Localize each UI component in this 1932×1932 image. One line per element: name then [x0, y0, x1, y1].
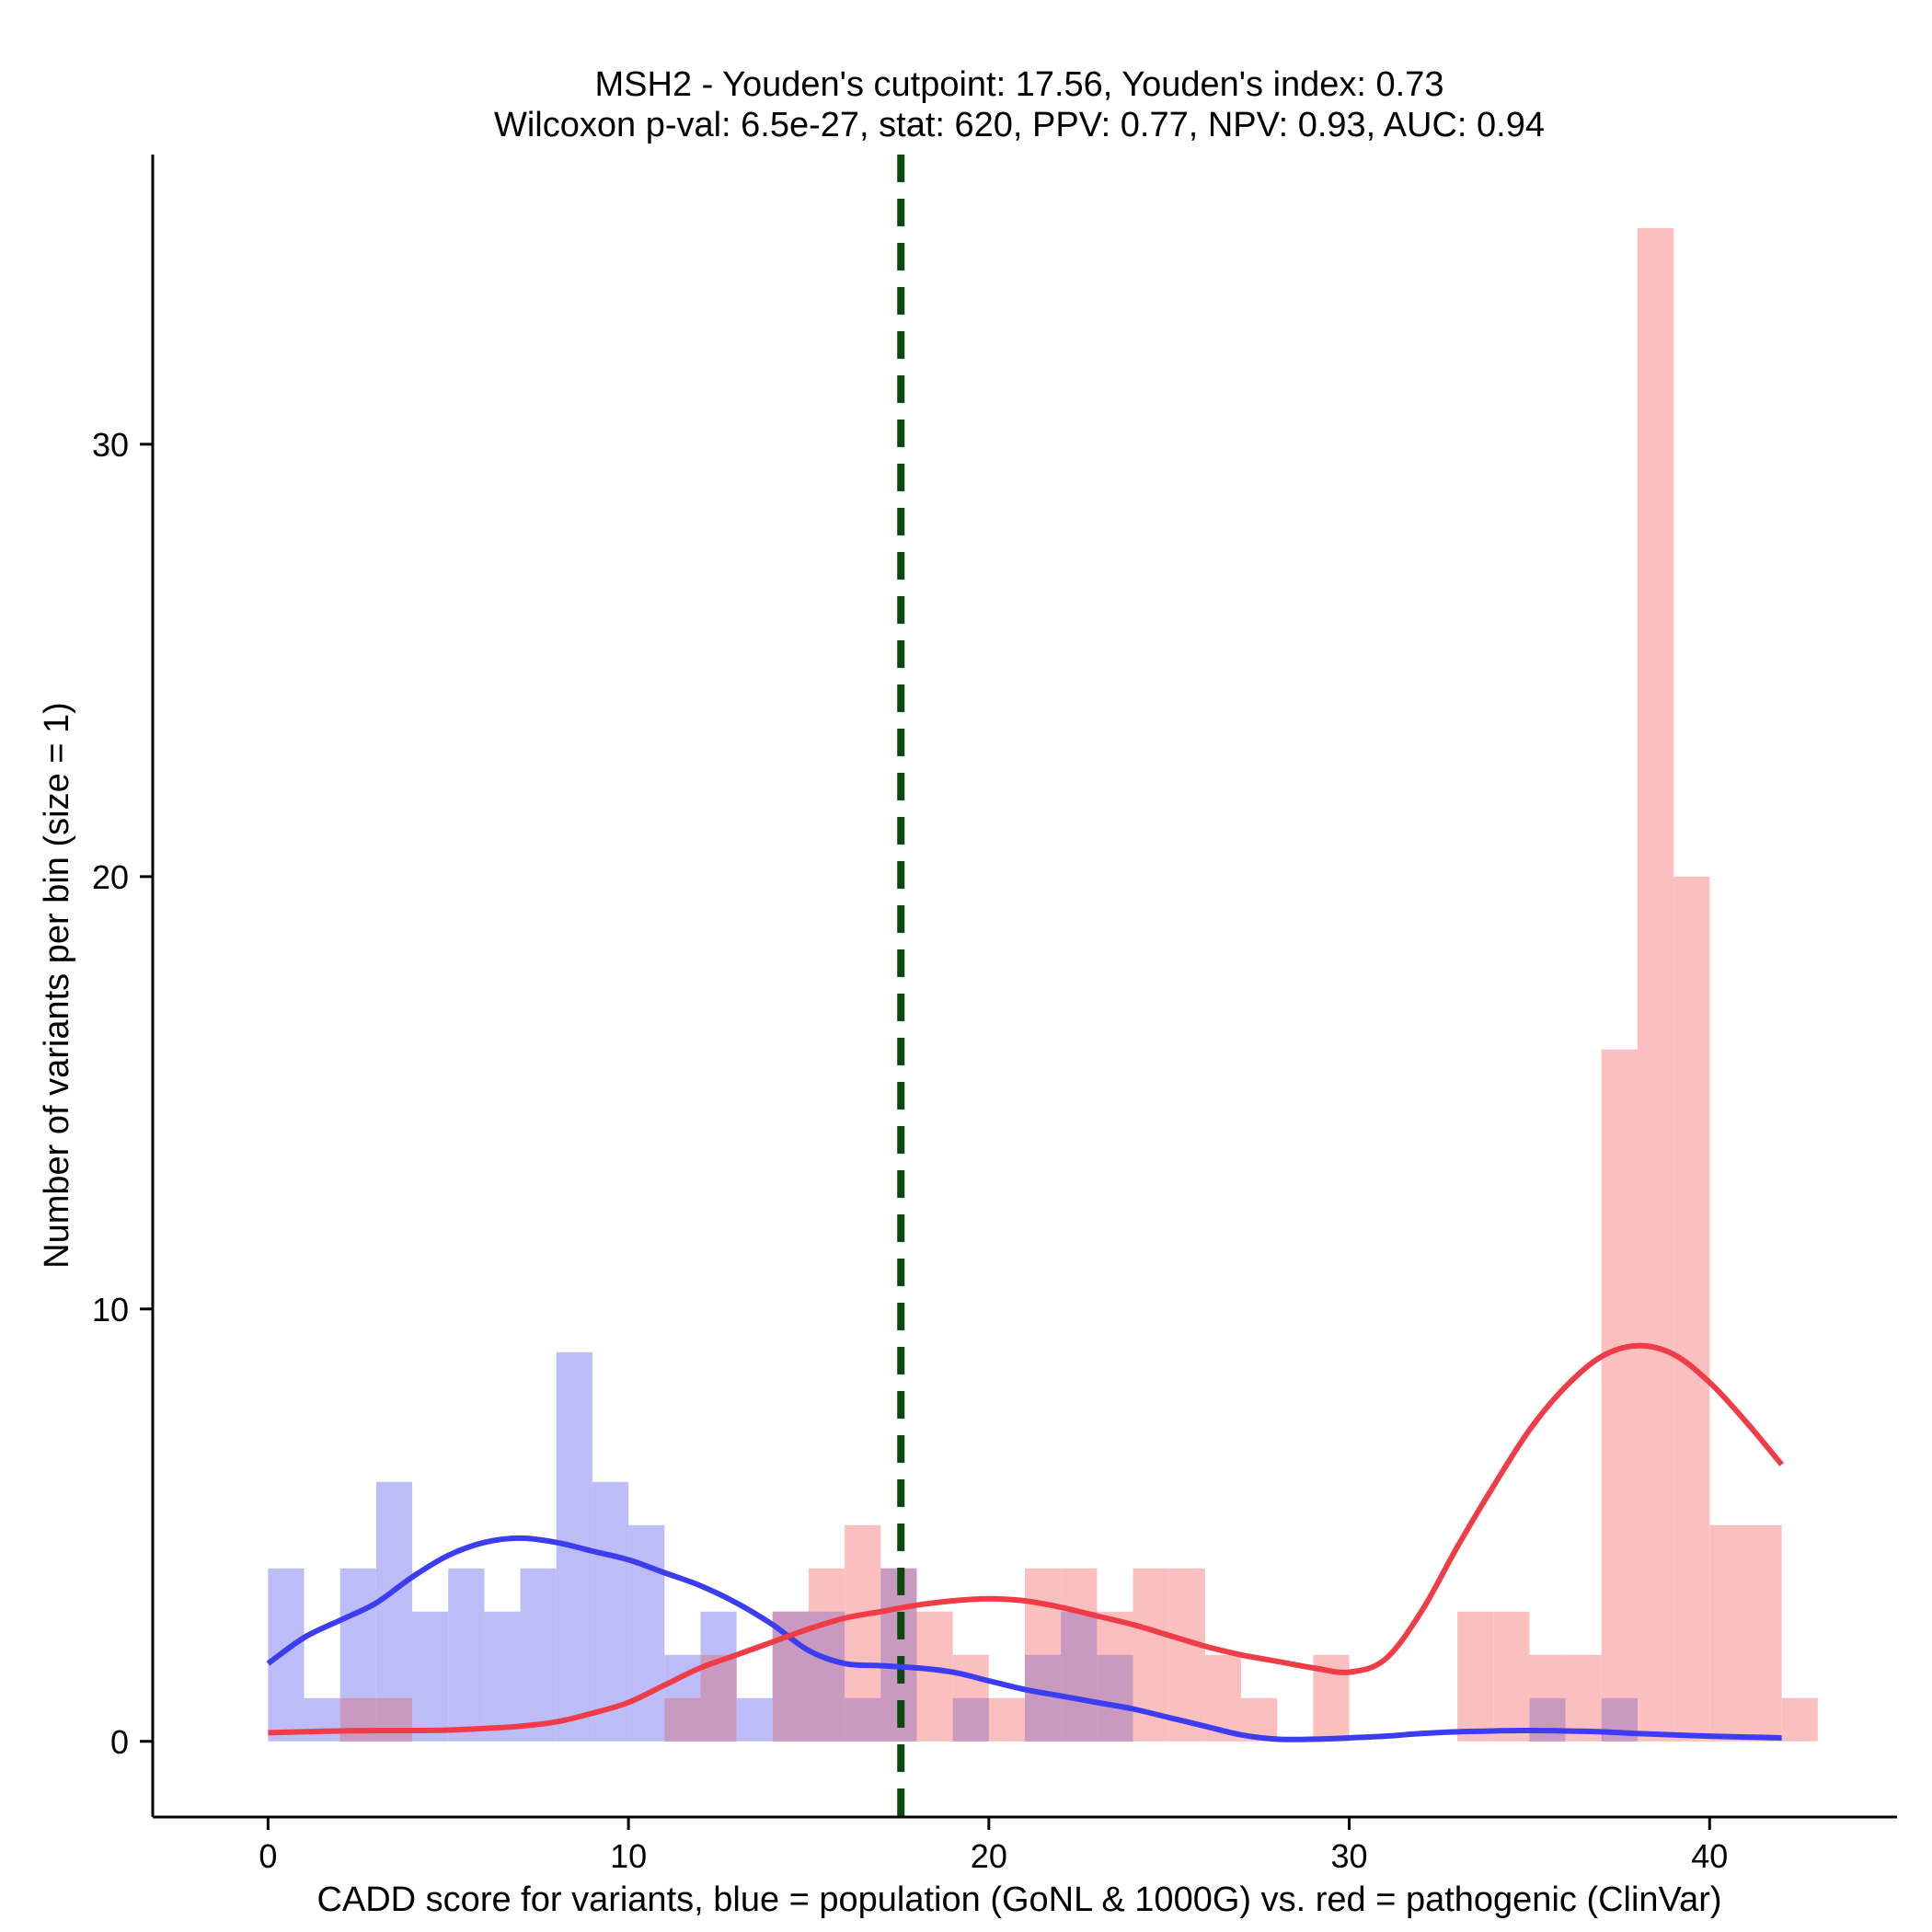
x-tick-label: 20 — [971, 1837, 1007, 1875]
overlap-bars — [339, 1568, 1638, 1742]
y-tick-label: 20 — [92, 858, 129, 896]
pathogenic-bar — [1493, 1611, 1530, 1742]
pathogenic-bar — [1457, 1611, 1494, 1742]
population-bar — [592, 1481, 629, 1742]
x-tick-label: 0 — [259, 1837, 277, 1875]
population-bar — [520, 1568, 557, 1742]
y-axis-label: Number of variants per bin (size = 1) — [38, 702, 76, 1269]
chart-title-line-2: Wilcoxon p-val: 6.5e-27, stat: 620, PPV:… — [494, 106, 1545, 144]
pathogenic-bar — [1637, 227, 1674, 1742]
pathogenic-bar — [1781, 1697, 1818, 1742]
pathogenic-density-line — [268, 1342, 1784, 1736]
y-axis-ticks: 0 10 20 30 — [92, 426, 153, 1761]
x-axis-ticks: 0 10 20 30 40 — [259, 1817, 1728, 1875]
x-tick-label: 40 — [1691, 1837, 1728, 1875]
pathogenic-bar — [1745, 1524, 1782, 1742]
population-bar — [484, 1611, 521, 1742]
x-axis-label: CADD score for variants, blue = populati… — [316, 1880, 1721, 1919]
population-bar — [412, 1611, 449, 1742]
overlap-bar — [1097, 1654, 1133, 1742]
overlap-bar — [808, 1611, 845, 1742]
overlap-bar — [339, 1697, 376, 1742]
overlap-bar — [1061, 1611, 1098, 1742]
population-bar — [304, 1697, 340, 1742]
pathogenic-bar — [988, 1697, 1025, 1742]
overlap-bar — [700, 1654, 737, 1742]
pathogenic-bar — [916, 1611, 953, 1742]
population-bar — [268, 1568, 305, 1742]
x-tick-label: 10 — [610, 1837, 647, 1875]
y-tick-label: 10 — [92, 1291, 129, 1328]
overlap-bar — [664, 1697, 701, 1742]
overlap-bar — [1025, 1654, 1062, 1742]
pathogenic-bar — [1601, 1049, 1638, 1742]
overlap-bar — [845, 1697, 881, 1742]
y-tick-label: 0 — [110, 1723, 129, 1761]
y-tick-label: 30 — [92, 426, 129, 464]
population-bar — [736, 1697, 773, 1742]
population-bar — [448, 1568, 485, 1742]
pathogenic-bar — [1673, 876, 1710, 1742]
x-tick-label: 30 — [1331, 1837, 1368, 1875]
chart-title-line-1: MSH2 - Youden's cutpoint: 17.56, Youden'… — [595, 65, 1444, 104]
population-density-line — [266, 1535, 1782, 1742]
overlap-bar — [1529, 1697, 1566, 1742]
x-axis: 0 10 20 30 40 — [153, 1815, 1897, 1875]
pathogenic-bar — [1709, 1524, 1746, 1742]
overlap-bar — [375, 1697, 413, 1742]
overlap-bar — [952, 1697, 989, 1742]
pathogenic-bar — [1565, 1654, 1602, 1742]
chart-title: MSH2 - Youden's cutpoint: 17.56, Youden'… — [494, 65, 1545, 144]
y-axis: 0 10 20 30 — [92, 155, 155, 1817]
population-bar — [628, 1524, 665, 1742]
pathogenic-bar — [1168, 1568, 1205, 1742]
